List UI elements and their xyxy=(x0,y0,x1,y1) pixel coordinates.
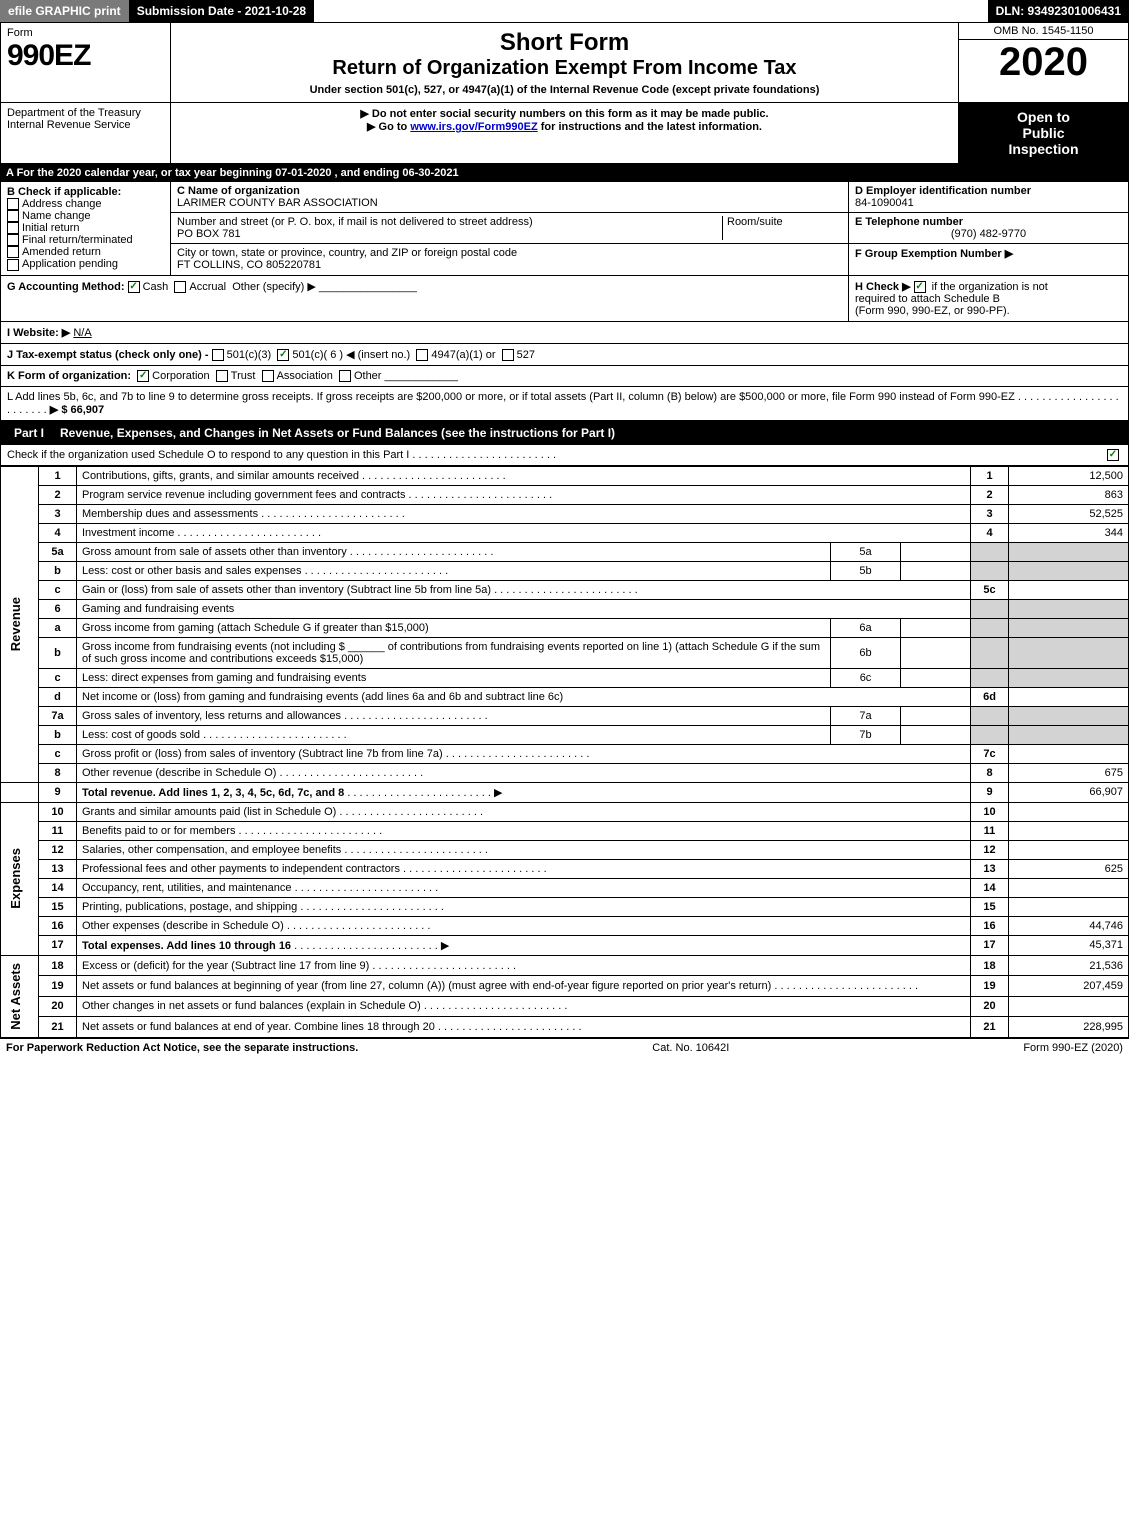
checkbox-schedule-o[interactable] xyxy=(1107,449,1119,461)
schedule-o-check-text: Check if the organization used Schedule … xyxy=(7,449,409,461)
phone-value: (970) 482-9770 xyxy=(855,228,1122,240)
year-cell: OMB No. 1545-1150 2020 xyxy=(958,23,1128,102)
tax-exempt-label: J Tax-exempt status (check only one) - xyxy=(7,349,212,361)
org-city-row: City or town, state or province, country… xyxy=(171,244,848,274)
paperwork-notice: For Paperwork Reduction Act Notice, see … xyxy=(6,1042,358,1054)
checkbox-name-change[interactable]: Name change xyxy=(7,210,164,222)
section-b: B Check if applicable: Address change Na… xyxy=(1,182,171,275)
section-e: E Telephone number (970) 482-9770 xyxy=(849,213,1128,244)
header-row-1: Form 990EZ Short Form Return of Organiza… xyxy=(0,22,1129,103)
checkbox-trust[interactable] xyxy=(216,370,228,382)
website-value: N/A xyxy=(73,327,91,339)
group-exemption-label: F Group Exemption Number ▶ xyxy=(855,247,1122,260)
checkbox-corporation[interactable] xyxy=(137,370,149,382)
tax-year: 2020 xyxy=(959,40,1128,85)
instructions-cell: ▶ Do not enter social security numbers o… xyxy=(171,103,958,163)
form-of-org-label: K Form of organization: xyxy=(7,370,131,382)
part-1-label: Part I xyxy=(6,424,52,442)
org-name: LARIMER COUNTY BAR ASSOCIATION xyxy=(177,197,842,209)
form-number: 990EZ xyxy=(7,39,164,73)
form-word: Form xyxy=(7,27,164,39)
instr-link-row: ▶ Go to www.irs.gov/Form990EZ for instru… xyxy=(175,120,954,133)
org-address-row: Number and street (or P. O. box, if mail… xyxy=(171,213,848,244)
website-label: I Website: ▶ xyxy=(7,327,70,339)
part-1-header: Part I Revenue, Expenses, and Changes in… xyxy=(0,421,1129,445)
header-row-2: Department of the Treasury Internal Reve… xyxy=(0,103,1129,164)
org-address: PO BOX 781 xyxy=(177,228,722,240)
section-h: H Check ▶ if the organization is not req… xyxy=(848,276,1128,321)
subtitle: Under section 501(c), 527, or 4947(a)(1)… xyxy=(177,84,952,96)
instr-public: ▶ Do not enter social security numbers o… xyxy=(175,107,954,120)
form-id-cell: Form 990EZ xyxy=(1,23,171,102)
checkbox-amended-return[interactable]: Amended return xyxy=(7,246,164,258)
part-1-check-row: Check if the organization used Schedule … xyxy=(0,445,1129,466)
sections-b-to-f: B Check if applicable: Address change Na… xyxy=(0,182,1129,276)
checkbox-527[interactable] xyxy=(502,349,514,361)
checkbox-address-change[interactable]: Address change xyxy=(7,198,164,210)
section-g: G Accounting Method: Cash Accrual Other … xyxy=(1,276,848,321)
catalog-number: Cat. No. 10642I xyxy=(652,1042,729,1054)
omb-number: OMB No. 1545-1150 xyxy=(959,23,1128,40)
checkbox-cash[interactable] xyxy=(128,281,140,293)
expenses-side-label: Expenses xyxy=(6,844,25,913)
department-cell: Department of the Treasury Internal Reve… xyxy=(1,103,171,163)
section-k: K Form of organization: Corporation Trus… xyxy=(0,366,1129,387)
page-footer: For Paperwork Reduction Act Notice, see … xyxy=(0,1038,1129,1057)
room-suite-label: Room/suite xyxy=(722,216,842,240)
ein-value: 84-1090041 xyxy=(855,197,1122,209)
phone-label: E Telephone number xyxy=(855,216,1122,228)
form-version: Form 990-EZ (2020) xyxy=(1023,1042,1123,1054)
checkbox-final-return[interactable]: Final return/terminated xyxy=(7,234,164,246)
netassets-side-label: Net Assets xyxy=(6,959,25,1034)
section-l: L Add lines 5b, 6c, and 7b to line 9 to … xyxy=(0,387,1129,421)
checkbox-501c[interactable] xyxy=(277,349,289,361)
city-label: City or town, state or province, country… xyxy=(177,247,842,259)
efile-print-button[interactable]: efile GRAPHIC print xyxy=(0,0,129,22)
revenue-side-label: Revenue xyxy=(6,593,25,655)
org-city: FT COLLINS, CO 805220781 xyxy=(177,259,842,271)
checkbox-application-pending[interactable]: Application pending xyxy=(7,258,164,270)
section-j: J Tax-exempt status (check only one) - 5… xyxy=(0,344,1129,366)
section-c: C Name of organization LARIMER COUNTY BA… xyxy=(171,182,848,275)
title-cell: Short Form Return of Organization Exempt… xyxy=(171,23,958,102)
section-a-period: A For the 2020 calendar year, or tax yea… xyxy=(0,164,1129,182)
dln: DLN: 93492301006431 xyxy=(988,0,1129,22)
irs-link[interactable]: www.irs.gov/Form990EZ xyxy=(410,121,537,133)
checkbox-schedule-b[interactable] xyxy=(914,281,926,293)
section-c-label: C Name of organization xyxy=(177,185,842,197)
gross-receipts-value: ▶ $ 66,907 xyxy=(50,404,104,416)
ein-label: D Employer identification number xyxy=(855,185,1122,197)
part-1-title: Revenue, Expenses, and Changes in Net As… xyxy=(60,426,615,440)
accounting-method-label: G Accounting Method: xyxy=(7,281,125,293)
checkbox-initial-return[interactable]: Initial return xyxy=(7,222,164,234)
part-1-table: Revenue 1Contributions, gifts, grants, a… xyxy=(0,466,1129,1038)
gross-receipts-text: L Add lines 5b, 6c, and 7b to line 9 to … xyxy=(7,391,1015,403)
checkbox-4947[interactable] xyxy=(416,349,428,361)
submission-date: Submission Date - 2021-10-28 xyxy=(129,0,314,22)
checkbox-other-org[interactable] xyxy=(339,370,351,382)
dept-irs: Internal Revenue Service xyxy=(7,119,164,131)
dept-treasury: Department of the Treasury xyxy=(7,107,164,119)
section-f: F Group Exemption Number ▶ xyxy=(849,244,1128,263)
short-form-title: Short Form xyxy=(177,29,952,57)
main-title: Return of Organization Exempt From Incom… xyxy=(177,57,952,80)
checkbox-accrual[interactable] xyxy=(174,281,186,293)
checkbox-association[interactable] xyxy=(262,370,274,382)
section-b-label: B Check if applicable: xyxy=(7,186,164,198)
section-d: D Employer identification number 84-1090… xyxy=(849,182,1128,213)
checkbox-501c3[interactable] xyxy=(212,349,224,361)
addr-label: Number and street (or P. O. box, if mail… xyxy=(177,216,722,228)
sections-d-e-f: D Employer identification number 84-1090… xyxy=(848,182,1128,275)
top-bar: efile GRAPHIC print Submission Date - 20… xyxy=(0,0,1129,22)
org-name-row: C Name of organization LARIMER COUNTY BA… xyxy=(171,182,848,213)
sections-g-h: G Accounting Method: Cash Accrual Other … xyxy=(0,276,1129,322)
open-to-public-cell: Open to Public Inspection xyxy=(958,103,1128,163)
section-i: I Website: ▶ N/A xyxy=(0,322,1129,344)
